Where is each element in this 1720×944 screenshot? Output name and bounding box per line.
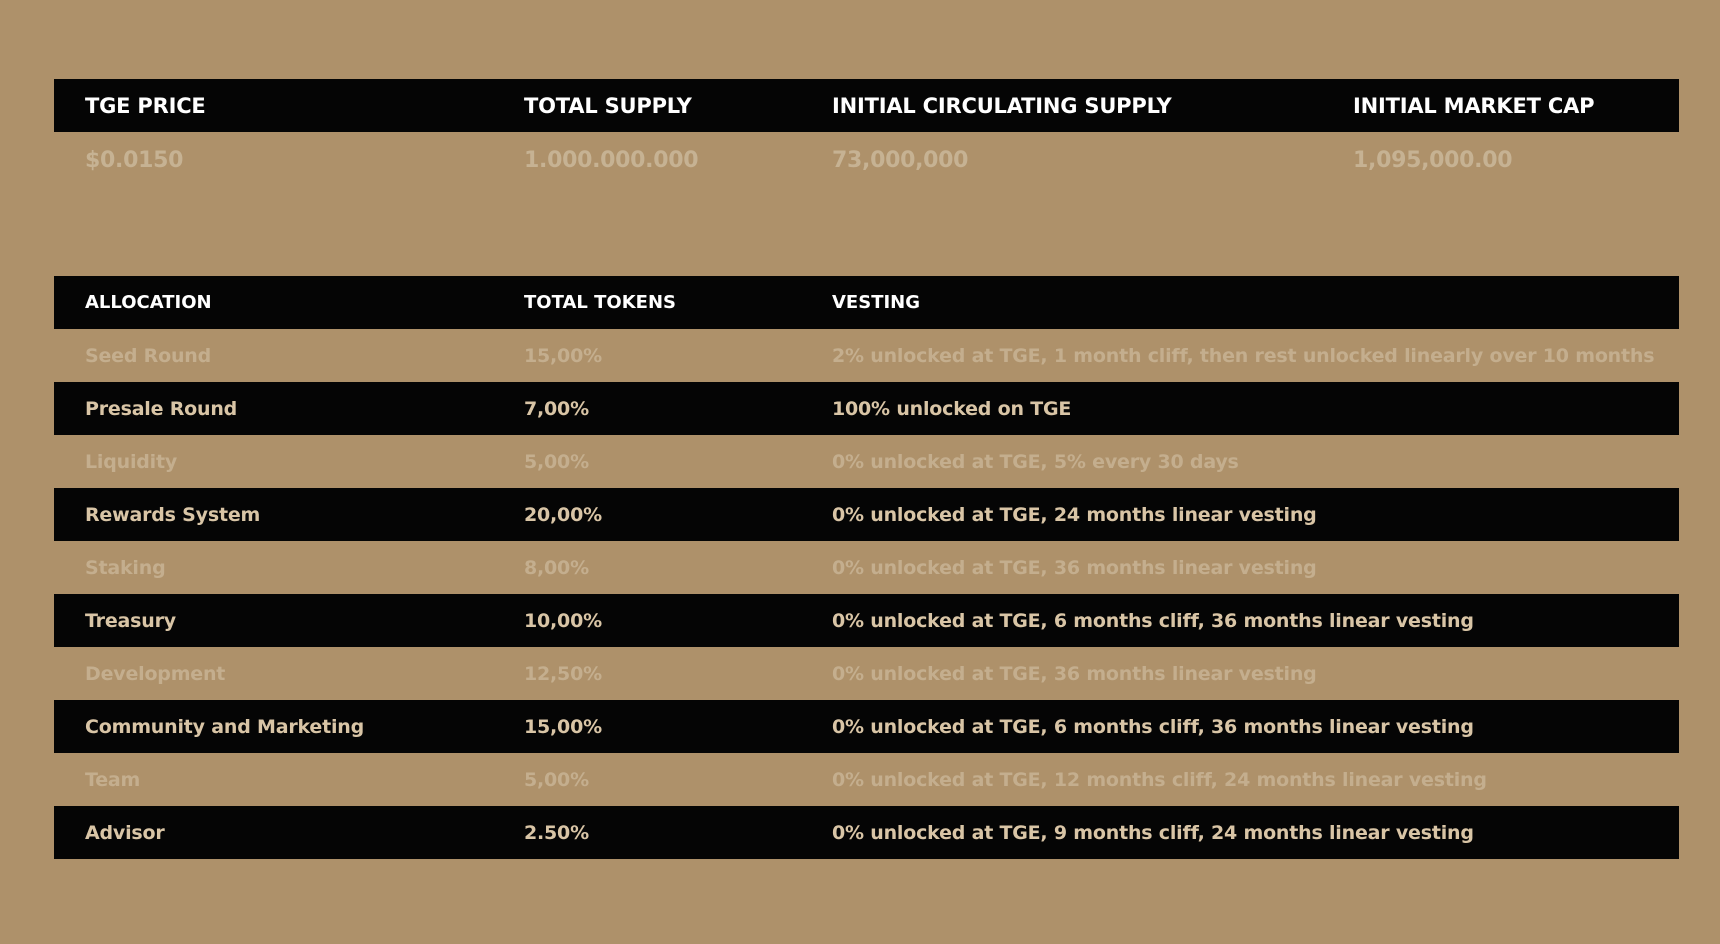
header-total-tokens: TOTAL TOKENS	[524, 292, 676, 313]
allocation-tokens: 5,00%	[524, 450, 589, 473]
allocation-vesting: 0% unlocked at TGE, 24 months linear ves…	[832, 503, 1317, 526]
allocation-name: Treasury	[85, 609, 176, 632]
value-tge-price: $0.0150	[85, 148, 184, 173]
table-row: Team 5,00% 0% unlocked at TGE, 12 months…	[54, 753, 1679, 806]
allocation-vesting: 100% unlocked on TGE	[832, 397, 1072, 420]
summary-header-row: TGE PRICE TOTAL SUPPLY INITIAL CIRCULATI…	[54, 79, 1679, 132]
allocation-vesting: 0% unlocked at TGE, 6 months cliff, 36 m…	[832, 715, 1474, 738]
allocation-name: Team	[85, 768, 141, 791]
allocation-name: Staking	[85, 556, 166, 579]
allocation-tokens: 15,00%	[524, 715, 602, 738]
summary-values-row: $0.0150 1.000.000.000 73,000,000 1,095,0…	[54, 132, 1679, 192]
header-total-supply: TOTAL SUPPLY	[524, 93, 692, 118]
header-tge-price: TGE PRICE	[85, 93, 206, 118]
allocation-tokens: 5,00%	[524, 768, 589, 791]
allocation-vesting: 0% unlocked at TGE, 5% every 30 days	[832, 450, 1239, 473]
allocation-name: Community and Marketing	[85, 715, 365, 738]
value-initial-market-cap: 1,095,000.00	[1353, 148, 1513, 173]
allocation-name: Presale Round	[85, 397, 238, 420]
allocation-vesting: 0% unlocked at TGE, 12 months cliff, 24 …	[832, 768, 1487, 791]
table-row: Development 12,50% 0% unlocked at TGE, 3…	[54, 647, 1679, 700]
table-row: Advisor 2.50% 0% unlocked at TGE, 9 mont…	[54, 806, 1679, 859]
token-summary-table: TGE PRICE TOTAL SUPPLY INITIAL CIRCULATI…	[54, 79, 1679, 192]
allocation-vesting: 0% unlocked at TGE, 6 months cliff, 36 m…	[832, 609, 1474, 632]
header-initial-circulating-supply: INITIAL CIRCULATING SUPPLY	[832, 93, 1172, 118]
allocation-tokens: 20,00%	[524, 503, 602, 526]
table-row: Staking 8,00% 0% unlocked at TGE, 36 mon…	[54, 541, 1679, 594]
allocation-name: Development	[85, 662, 226, 685]
allocation-vesting: 0% unlocked at TGE, 36 months linear ves…	[832, 556, 1317, 579]
value-initial-circulating-supply: 73,000,000	[832, 148, 969, 173]
allocation-name: Seed Round	[85, 344, 212, 367]
allocation-name: Liquidity	[85, 450, 178, 473]
allocation-tokens: 10,00%	[524, 609, 602, 632]
table-row: Community and Marketing 15,00% 0% unlock…	[54, 700, 1679, 753]
table-row: Seed Round 15,00% 2% unlocked at TGE, 1 …	[54, 329, 1679, 382]
allocation-tokens: 15,00%	[524, 344, 602, 367]
header-initial-market-cap: INITIAL MARKET CAP	[1353, 93, 1595, 118]
table-row: Rewards System 20,00% 0% unlocked at TGE…	[54, 488, 1679, 541]
allocation-tokens: 12,50%	[524, 662, 602, 685]
allocation-vesting: 0% unlocked at TGE, 36 months linear ves…	[832, 662, 1317, 685]
allocation-tokens: 7,00%	[524, 397, 589, 420]
table-row: Treasury 10,00% 0% unlocked at TGE, 6 mo…	[54, 594, 1679, 647]
header-allocation: ALLOCATION	[85, 292, 212, 313]
allocation-vesting: 0% unlocked at TGE, 9 months cliff, 24 m…	[832, 821, 1474, 844]
allocation-name: Advisor	[85, 821, 165, 844]
allocation-header-row: ALLOCATION TOTAL TOKENS VESTING	[54, 276, 1679, 329]
allocation-table: ALLOCATION TOTAL TOKENS VESTING Seed Rou…	[54, 276, 1679, 859]
value-total-supply: 1.000.000.000	[524, 148, 699, 173]
allocation-vesting: 2% unlocked at TGE, 1 month cliff, then …	[832, 344, 1655, 367]
table-row: Liquidity 5,00% 0% unlocked at TGE, 5% e…	[54, 435, 1679, 488]
table-row: Presale Round 7,00% 100% unlocked on TGE	[54, 382, 1679, 435]
allocation-tokens: 2.50%	[524, 821, 589, 844]
allocation-tokens: 8,00%	[524, 556, 589, 579]
header-vesting: VESTING	[832, 292, 921, 313]
allocation-name: Rewards System	[85, 503, 261, 526]
